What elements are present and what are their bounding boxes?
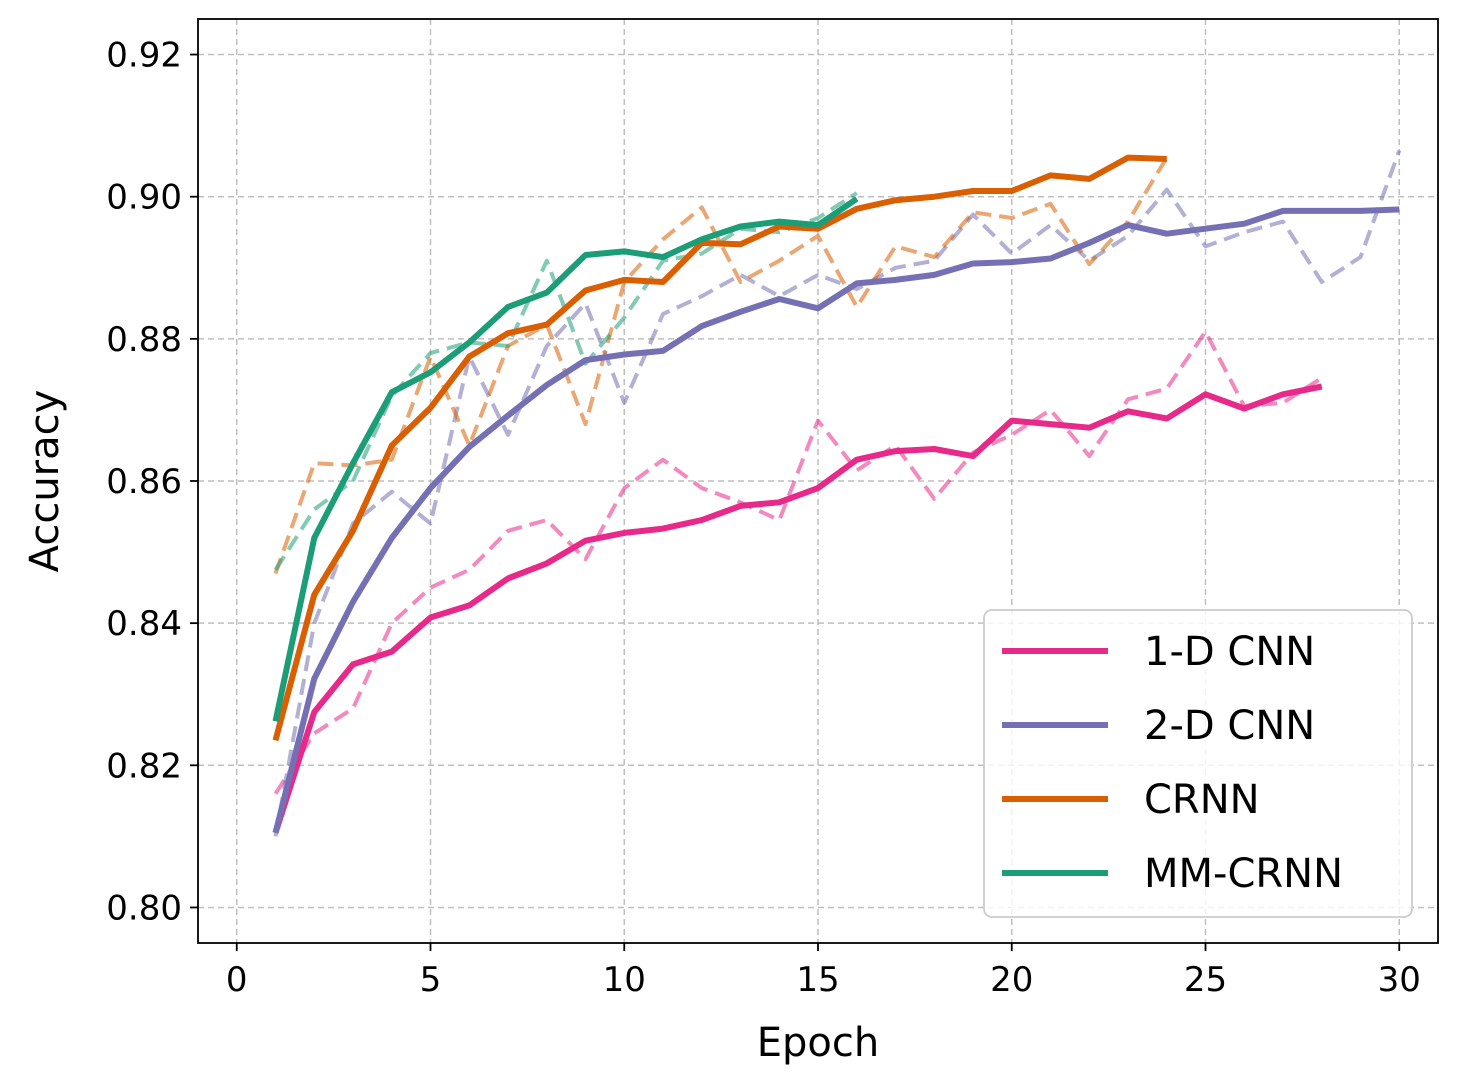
legend-label-mm-crnn: MM-CRNN [1144,851,1343,897]
y-tick-label: 0.82 [106,746,182,786]
legend: 1-D CNN 2-D CNN CRNN MM-CRNN [983,609,1413,918]
y-tick-label: 0.90 [106,178,182,218]
y-tick-label: 0.80 [106,888,182,928]
y-tick-label: 0.92 [106,36,182,76]
legend-box [983,609,1413,918]
legend-label-crnn: CRNN [1144,777,1260,823]
y-tick-label: 0.88 [106,320,182,360]
series-line-dashed [273,149,1402,837]
data-layer [272,149,1402,837]
x-tick-label: 25 [1184,960,1227,1000]
x-tick-label: 5 [420,960,442,1000]
series-line-crnn [272,154,1167,742]
legend-label-2-d-cnn: 2-D CNN [1144,703,1315,749]
tick-layer: 0 5 10 15 20 25 30 0.80 0.82 0.84 0.86 0.88 0.90 0.92 [106,36,1421,1000]
x-axis-title: Epoch [757,1020,879,1066]
series-line-dashed [273,329,1323,795]
x-tick-label: 20 [990,960,1033,1000]
y-tick-label: 0.84 [106,604,182,644]
legend-label-1-d-cnn: 1-D CNN [1144,629,1315,675]
x-tick-label: 15 [796,960,839,1000]
x-tick-label: 0 [226,960,248,1000]
y-tick-label: 0.86 [106,462,182,502]
x-tick-label: 10 [603,960,646,1000]
y-axis-title: Accuracy [22,390,68,573]
series-line-2-d-cnn [272,206,1400,834]
series-line-mm-crnn [272,196,859,722]
x-tick-label: 30 [1378,960,1421,1000]
series-line-1-d-cnn [272,383,1323,834]
